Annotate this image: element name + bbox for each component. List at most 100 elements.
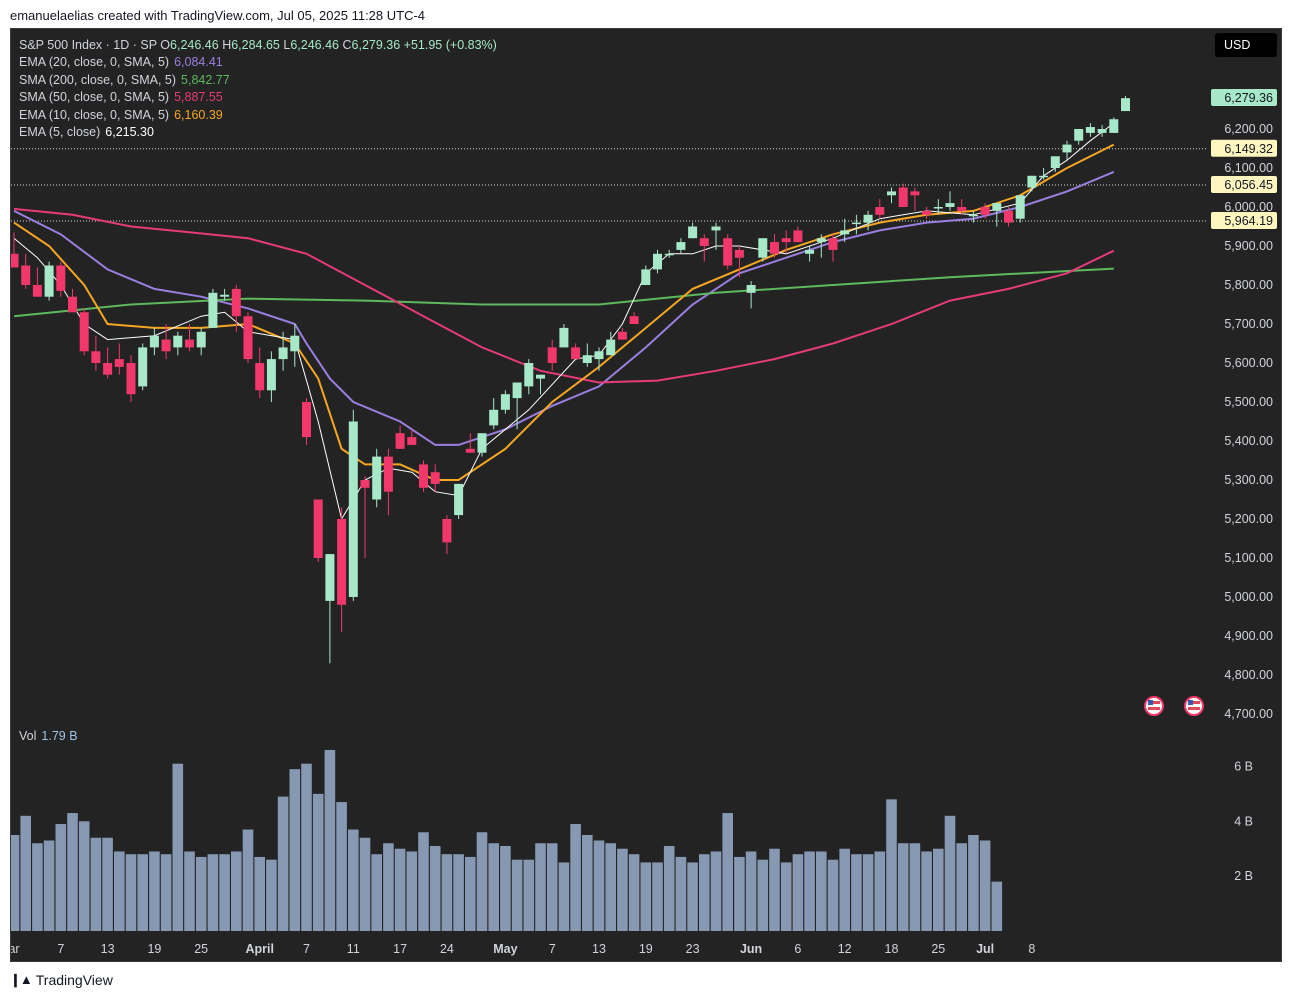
legend-ohlc-row[interactable]: S&P 500 Index · 1D · SP O6,246.46 H6,284…	[19, 37, 497, 54]
volume-bar	[827, 859, 839, 931]
candle-body	[816, 238, 826, 243]
brand-name: TradingView	[35, 972, 113, 988]
candle-body	[945, 203, 955, 207]
volume-bar	[699, 854, 710, 931]
footer-brand[interactable]: ❙▲ TradingView	[10, 970, 113, 990]
indicator-value: 5,842.77	[181, 72, 230, 87]
candle-body	[512, 382, 522, 399]
volume-bar	[488, 843, 499, 931]
symbol-title[interactable]: S&P 500 Index · 1D · SP	[19, 38, 157, 52]
volume-bar	[219, 854, 230, 931]
candle-body	[79, 312, 89, 352]
candle-body	[688, 226, 698, 239]
candle-body	[793, 230, 803, 243]
candle-body	[1121, 98, 1130, 112]
volume-tick-label: 2 B	[1234, 869, 1253, 883]
us-flag-icon-stripe	[1148, 701, 1160, 704]
candle-body	[559, 327, 569, 348]
candle-body	[1015, 195, 1025, 219]
candle-body	[383, 456, 393, 492]
candle-body	[360, 480, 370, 488]
candle-body	[290, 335, 300, 352]
us-flag-icon-stripe	[1188, 707, 1200, 710]
candle-body	[1004, 210, 1013, 223]
y-tick-label: 5,000.00	[1224, 590, 1273, 604]
x-tick-label: 13	[592, 942, 606, 956]
moving-average-line	[13, 267, 1114, 318]
volume-bar	[371, 854, 382, 931]
volume-bar	[734, 856, 745, 931]
chart-frame[interactable]: 6,200.00 6,100.00 6,000.00 5,900.00 5,800.00…	[10, 28, 1282, 962]
candle-body	[395, 433, 405, 449]
candle-body	[875, 207, 885, 215]
volume-bar	[675, 856, 687, 931]
volume-bar	[406, 851, 418, 931]
candle-body	[933, 207, 943, 209]
price-chart[interactable]: 6,200.00 6,100.00 6,000.00 5,900.00 5,800.00…	[11, 29, 1282, 962]
candle-body	[641, 269, 651, 285]
x-tick-label: 11	[347, 942, 360, 956]
volume-bar	[582, 835, 593, 931]
volume-bar	[254, 856, 265, 931]
candle-body	[887, 191, 896, 196]
price-label-text: 6,149.32	[1224, 142, 1273, 156]
y-tick-label: 5,200.00	[1224, 512, 1273, 526]
volume-bar	[149, 851, 160, 931]
x-tick-label: April	[245, 942, 273, 956]
volume-bar	[757, 859, 769, 931]
legend-indicator-sma200[interactable]: SMA (200, close, 0, SMA, 5) 5,842.77	[19, 72, 497, 89]
legend-indicator-ema10[interactable]: EMA (10, close, 0, SMA, 5) 6,160.39	[19, 107, 497, 124]
volume-bar	[523, 859, 535, 931]
attribution-text: emanuelaelias created with TradingView.c…	[10, 8, 426, 23]
volume-tick-label: 4 B	[1234, 814, 1253, 828]
volume-bar	[453, 854, 464, 931]
candle-body	[103, 363, 113, 375]
volume-bar	[114, 851, 125, 931]
volume-bar	[628, 854, 640, 931]
volume-bar	[383, 843, 394, 931]
volume-bar	[956, 843, 967, 931]
volume-bar	[465, 856, 476, 931]
volume-bar	[266, 859, 277, 931]
volume-bar	[20, 815, 31, 931]
legend-indicator-ema5[interactable]: EMA (5, close) 6,215.30	[19, 124, 497, 141]
volume-legend[interactable]: Vol 1.79 B	[19, 729, 78, 743]
candle-body	[629, 316, 639, 324]
x-tick-label: 23	[686, 942, 700, 956]
candle-body	[1050, 156, 1060, 168]
candle-body	[524, 363, 534, 387]
candle-body	[126, 363, 136, 395]
moving-average-line	[13, 122, 1115, 521]
volume-value: 1.79 B	[41, 729, 78, 743]
currency-button[interactable]: USD	[1215, 33, 1277, 57]
volume-bar	[617, 848, 628, 931]
legend-indicator-ema20[interactable]: EMA (20, close, 0, SMA, 5) 6,084.41	[19, 54, 497, 71]
candle-body	[91, 351, 101, 363]
x-tick-label: 6	[794, 942, 801, 956]
volume-bar	[944, 815, 956, 931]
us-flag-icon-canton	[1148, 700, 1153, 705]
candle-body	[746, 285, 756, 293]
us-flag-icon-canton	[1188, 700, 1193, 705]
candle-body	[337, 519, 347, 605]
volume-bar	[652, 862, 663, 931]
candle-body	[243, 316, 253, 360]
x-tick-label: 19	[639, 942, 653, 956]
volume-bar	[160, 854, 172, 931]
candle-body	[1074, 129, 1084, 141]
indicator-value: 6,160.39	[174, 107, 223, 122]
candle-body	[196, 331, 206, 348]
volume-bar	[90, 837, 102, 931]
candle-body	[781, 238, 791, 243]
y-tick-label: 4,800.00	[1224, 668, 1273, 682]
legend-indicator-sma50[interactable]: SMA (50, close, 0, SMA, 5) 5,887.55	[19, 89, 497, 106]
x-tick-label: 19	[147, 942, 161, 956]
volume-bar	[874, 851, 886, 931]
candle-body	[149, 335, 159, 348]
volume-bar	[933, 848, 944, 931]
candle-body	[32, 285, 42, 297]
y-tick-label: 5,400.00	[1224, 434, 1273, 448]
close-value: 6,279.36	[351, 38, 401, 52]
x-tick-label: 12	[838, 942, 852, 956]
volume-bar	[593, 840, 605, 931]
